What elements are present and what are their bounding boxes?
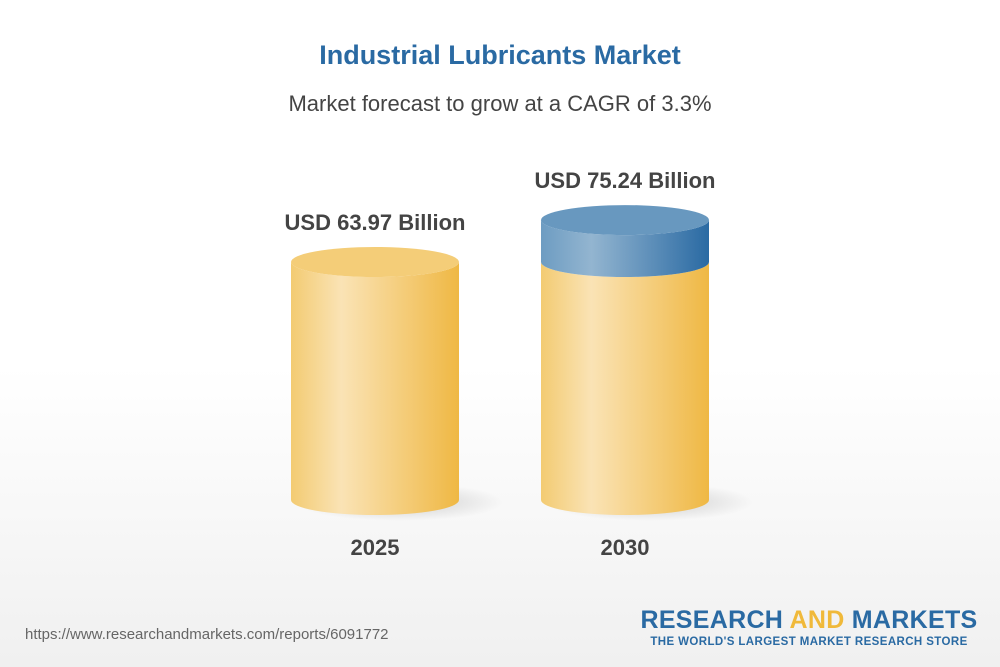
category-label: 2025 xyxy=(351,535,400,560)
cylinder-chart: USD 63.97 Billion 2025 USD 75.24 Billion 20… xyxy=(285,168,754,560)
data-label: USD 63.97 Billion xyxy=(285,210,466,235)
cylinder-bar-growth-2030 xyxy=(541,220,709,277)
data-label: USD 75.24 Billion xyxy=(535,168,716,193)
source-url[interactable]: https://www.researchandmarkets.com/repor… xyxy=(25,626,389,643)
cylinder-bar-2025 xyxy=(291,262,459,515)
chart-title: Industrial Lubricants Market xyxy=(319,40,681,70)
logo-text: RESEARCH xyxy=(640,606,790,634)
cylinder-top xyxy=(541,205,709,236)
cylinder-bar-base-2030 xyxy=(541,262,709,515)
logo-text-markets: MARKETS xyxy=(844,606,978,634)
category-label: 2030 xyxy=(601,535,650,560)
research-and-markets-logo: RESEARCH AND MARKETS THE WORLD'S LARGEST… xyxy=(640,606,978,648)
chart-subtitle: Market forecast to grow at a CAGR of 3.3… xyxy=(288,91,712,116)
cylinder-top xyxy=(291,247,459,277)
logo-tagline: THE WORLD'S LARGEST MARKET RESEARCH STOR… xyxy=(650,636,968,648)
logo-text-and: AND xyxy=(789,606,845,634)
